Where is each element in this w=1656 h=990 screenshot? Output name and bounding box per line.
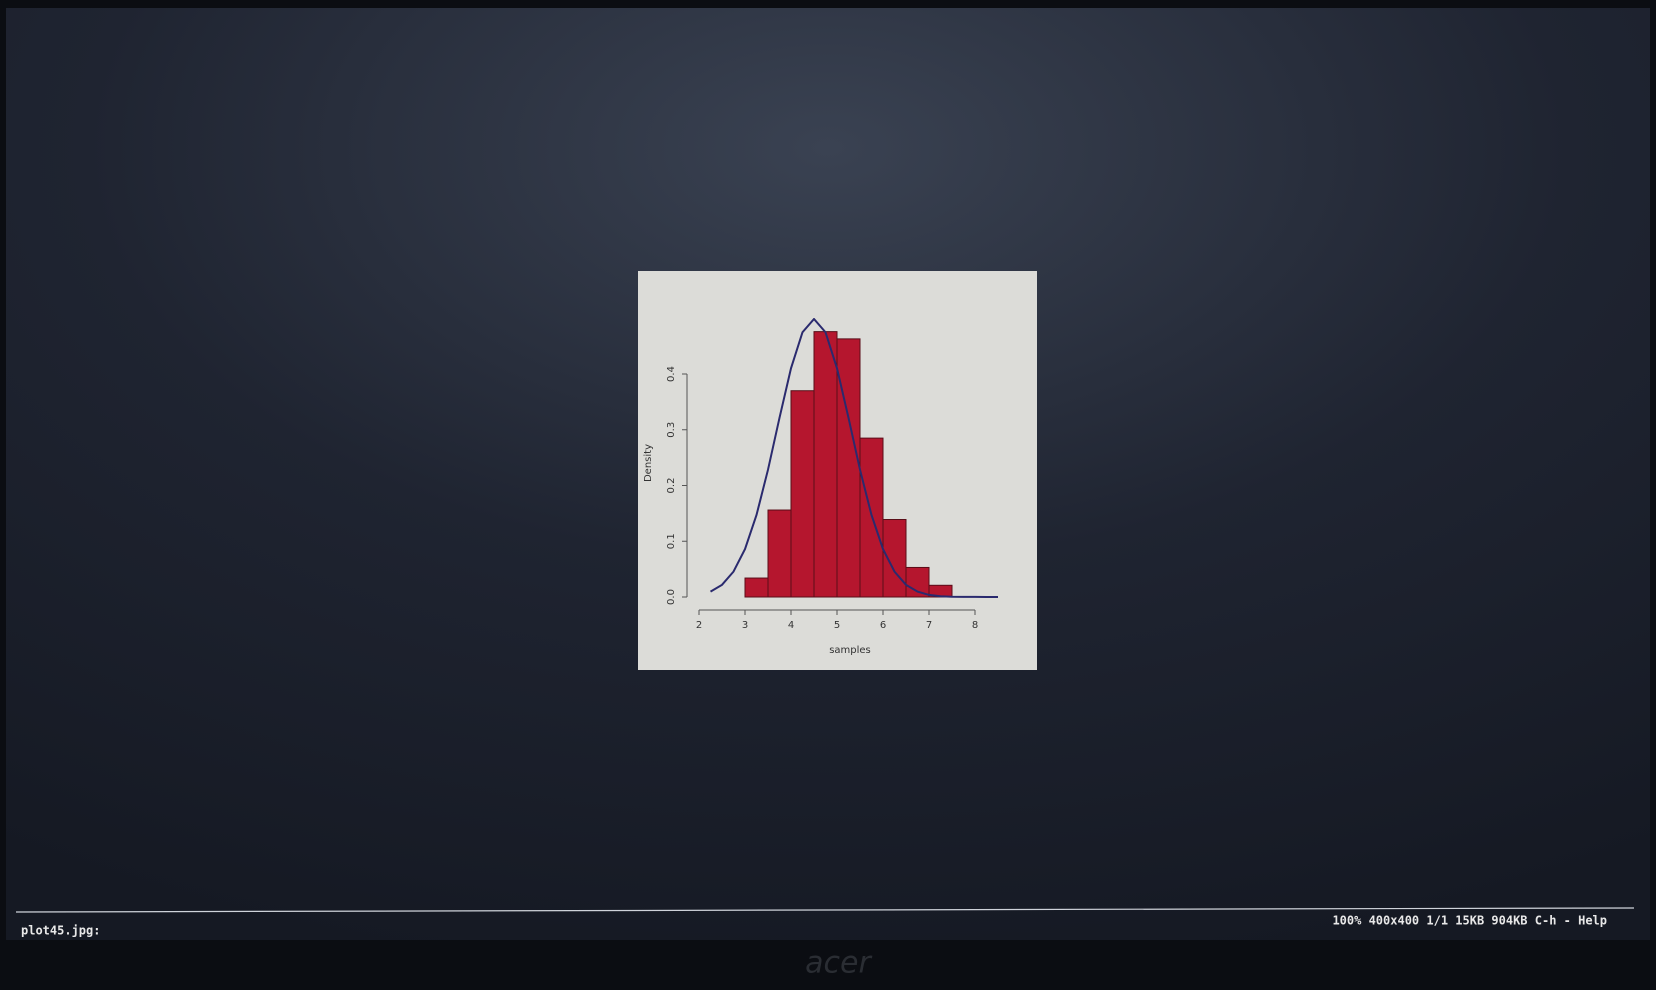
x-tick-label: 2	[696, 620, 702, 631]
y-tick-label: 0.2	[666, 478, 677, 494]
x-tick-label: 5	[834, 620, 840, 631]
x-tick-label: 7	[926, 620, 932, 631]
bar	[790, 390, 815, 598]
x-tick-label: 8	[972, 620, 978, 631]
x-tick-label: 3	[742, 620, 748, 631]
x-tick-label: 6	[880, 620, 886, 631]
bar	[882, 519, 907, 598]
y-tick-label: 0.3	[666, 422, 677, 438]
x-tick-label: 4	[788, 620, 794, 631]
bar	[836, 338, 861, 598]
y-tick-label: 0.1	[666, 533, 677, 549]
status-info: 100% 400x400 1/1 15KB 904KB C-h - Help	[1332, 914, 1607, 928]
filename: plot45.jpg:	[21, 924, 100, 938]
bar	[744, 577, 769, 598]
y-tick-label: 0.0	[666, 589, 677, 605]
plot-area	[709, 318, 998, 598]
density-curve	[709, 318, 998, 598]
brand-logo: acer	[805, 946, 872, 981]
y-tick-label: 0.4	[666, 366, 677, 382]
bar	[767, 509, 792, 598]
bar	[813, 331, 838, 598]
status-divider	[15, 907, 1635, 913]
bar	[905, 566, 930, 598]
y-axis-label: Density	[643, 444, 654, 482]
x-axis-label: samples	[829, 645, 871, 656]
